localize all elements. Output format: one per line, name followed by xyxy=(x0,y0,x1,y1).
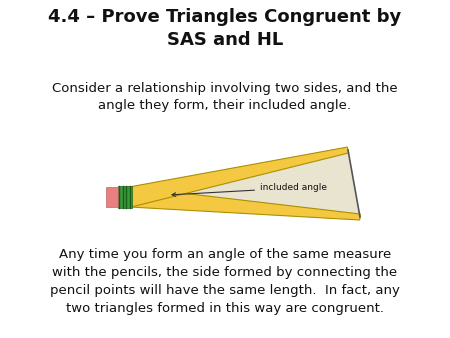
Text: 4.4 – Prove Triangles Congruent by
SAS and HL: 4.4 – Prove Triangles Congruent by SAS a… xyxy=(49,8,401,49)
Polygon shape xyxy=(128,147,349,207)
Polygon shape xyxy=(129,187,360,220)
Text: Consider a relationship involving two sides, and the
angle they form, their incl: Consider a relationship involving two si… xyxy=(52,82,398,112)
Bar xyxy=(106,187,118,207)
Bar xyxy=(118,186,132,208)
Polygon shape xyxy=(130,150,360,217)
Text: Any time you form an angle of the same measure
with the pencils, the side formed: Any time you form an angle of the same m… xyxy=(50,248,400,315)
Text: included angle: included angle xyxy=(172,184,327,196)
